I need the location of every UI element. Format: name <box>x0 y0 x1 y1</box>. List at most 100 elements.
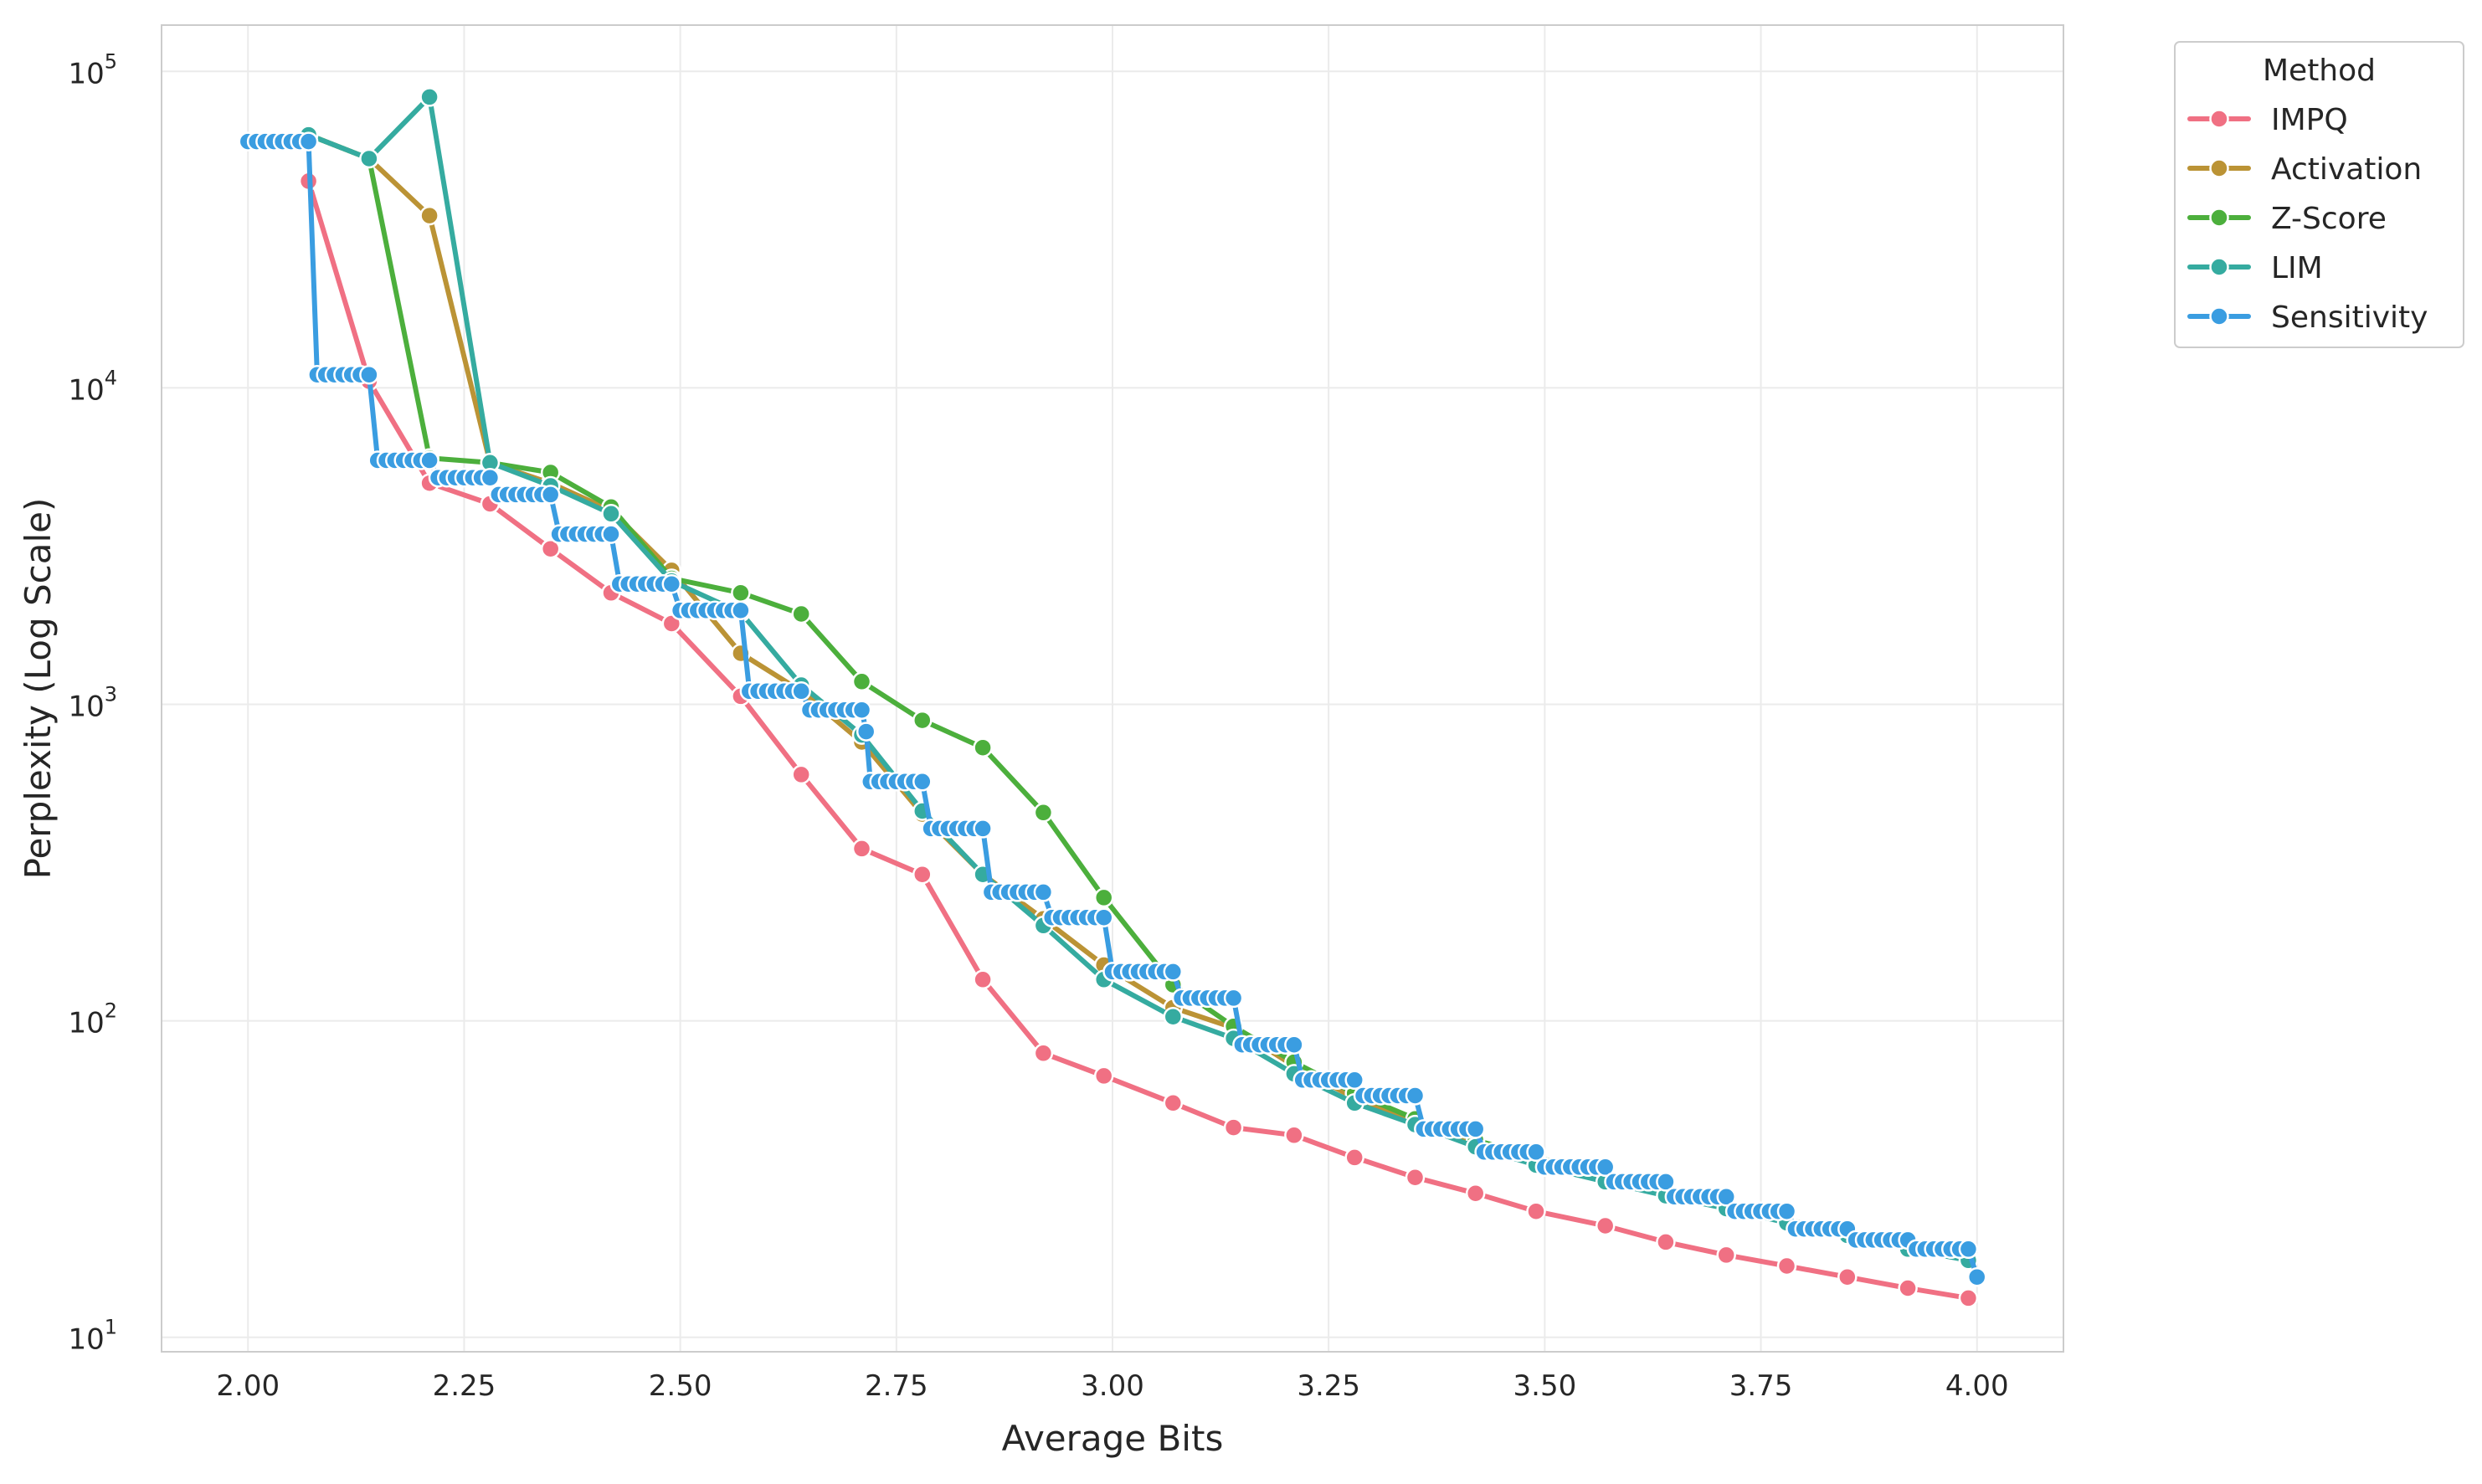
x-tick-label: 2.00 <box>216 1369 280 1403</box>
legend-label: Z-Score <box>2271 202 2387 236</box>
data-point-sensitivity <box>851 700 872 720</box>
legend: Method IMPQ Activation Z-Score LIM Sensitivi… <box>2174 41 2464 348</box>
legend-title: Method <box>2263 54 2376 88</box>
data-point-impq <box>1093 1066 1114 1086</box>
data-point-sensitivity <box>1284 1035 1304 1055</box>
y-tick-label: 104 <box>68 366 117 407</box>
data-point-impq <box>912 864 933 885</box>
x-tick-label: 3.25 <box>1297 1369 1360 1403</box>
data-point-z-score <box>1093 887 1114 908</box>
x-tick-label: 3.75 <box>1729 1369 1793 1403</box>
data-point-sensitivity <box>912 772 933 792</box>
data-point-z-score <box>851 671 872 692</box>
data-point-z-score <box>791 603 811 624</box>
legend-swatch-marker <box>2209 306 2229 326</box>
legend-label: LIM <box>2271 251 2323 285</box>
legend-swatch-marker <box>2209 257 2229 277</box>
data-point-sensitivity <box>1526 1142 1546 1163</box>
y-tick-label: 103 <box>68 682 117 723</box>
data-point-sensitivity <box>359 364 379 385</box>
data-point-sensitivity <box>1656 1172 1676 1192</box>
data-point-sensitivity <box>1223 988 1244 1009</box>
data-point-lim <box>1163 1006 1184 1027</box>
data-point-impq <box>1958 1288 1979 1308</box>
data-point-sensitivity <box>661 573 682 594</box>
data-point-impq <box>1405 1167 1426 1188</box>
data-point-impq <box>1465 1183 1486 1204</box>
x-tick-label: 3.50 <box>1513 1369 1577 1403</box>
data-point-impq <box>1033 1043 1054 1064</box>
series-layer <box>238 87 1987 1308</box>
data-point-impq <box>1595 1215 1616 1236</box>
data-point-impq <box>1837 1266 1858 1287</box>
data-point-sensitivity <box>419 450 439 470</box>
data-point-z-score <box>912 710 933 731</box>
data-point-z-score <box>973 737 993 757</box>
data-point-sensitivity <box>856 721 876 742</box>
data-point-sensitivity <box>973 819 993 839</box>
series-line-impq <box>306 178 1971 1301</box>
data-point-sensitivity <box>1163 962 1184 982</box>
data-point-sensitivity <box>1776 1201 1797 1221</box>
legend-label: Activation <box>2271 152 2422 187</box>
legend-label: Sensitivity <box>2271 300 2428 335</box>
data-point-sensitivity <box>1033 882 1054 902</box>
data-point-sensitivity <box>1966 1266 1987 1287</box>
legend-swatch-marker <box>2209 158 2229 178</box>
data-point-sensitivity <box>791 681 811 701</box>
data-point-z-score <box>1033 803 1054 823</box>
data-point-impq <box>1526 1201 1546 1221</box>
data-point-impq <box>791 764 811 785</box>
x-axis-label: Average Bits <box>1002 1418 1224 1459</box>
legend-swatch-marker <box>2209 109 2229 129</box>
legend-item-impq: IMPQ <box>2187 103 2348 137</box>
data-point-lim <box>419 87 439 107</box>
series-sensitivity <box>238 131 1987 1287</box>
legend-label: IMPQ <box>2271 103 2348 137</box>
data-point-sensitivity <box>601 524 621 544</box>
y-tick-label: 102 <box>68 999 117 1040</box>
x-tick-label: 4.00 <box>1945 1369 2009 1403</box>
y-axis-label: Perplexity (Log Scale) <box>18 498 59 880</box>
data-point-z-score <box>731 583 751 603</box>
data-point-sensitivity <box>1465 1119 1486 1139</box>
series-impq <box>298 171 1979 1308</box>
data-point-impq <box>540 538 561 559</box>
data-point-impq <box>851 839 872 859</box>
data-point-lim <box>601 504 621 524</box>
data-point-sensitivity <box>298 131 319 151</box>
legend-item-activation: Activation <box>2187 152 2422 187</box>
x-tick-label: 2.25 <box>433 1369 496 1403</box>
data-point-sensitivity <box>540 485 561 505</box>
plot-frame <box>161 24 2064 1353</box>
legend-item-z-score: Z-Score <box>2187 202 2387 236</box>
data-point-impq <box>1776 1255 1797 1276</box>
x-tick-label: 3.00 <box>1081 1369 1144 1403</box>
y-tick-label: 105 <box>68 49 117 90</box>
data-point-impq <box>1163 1093 1184 1113</box>
grid-lines <box>162 25 2063 1352</box>
data-point-impq <box>1344 1148 1364 1168</box>
data-point-sensitivity <box>1958 1239 1979 1260</box>
data-point-impq <box>1284 1125 1304 1146</box>
data-point-sensitivity <box>1405 1086 1426 1106</box>
data-point-sensitivity <box>731 600 751 621</box>
data-point-sensitivity <box>1716 1187 1736 1207</box>
legend-swatch-marker <box>2209 208 2229 228</box>
data-point-impq <box>1223 1117 1244 1137</box>
data-point-lim <box>359 148 379 169</box>
data-point-activation <box>419 205 439 226</box>
data-point-sensitivity <box>1595 1157 1616 1178</box>
data-point-impq <box>1716 1245 1736 1266</box>
legend-item-sensitivity: Sensitivity <box>2187 300 2428 335</box>
data-point-sensitivity <box>1344 1070 1364 1091</box>
data-point-sensitivity <box>480 467 501 488</box>
x-tick-label: 2.75 <box>865 1369 928 1403</box>
legend-items: IMPQ Activation Z-Score LIM Sensitivity <box>2187 103 2428 335</box>
data-point-impq <box>1656 1232 1676 1252</box>
legend-item-lim: LIM <box>2187 251 2323 285</box>
y-tick-label: 101 <box>68 1316 117 1357</box>
data-point-impq <box>973 969 993 990</box>
